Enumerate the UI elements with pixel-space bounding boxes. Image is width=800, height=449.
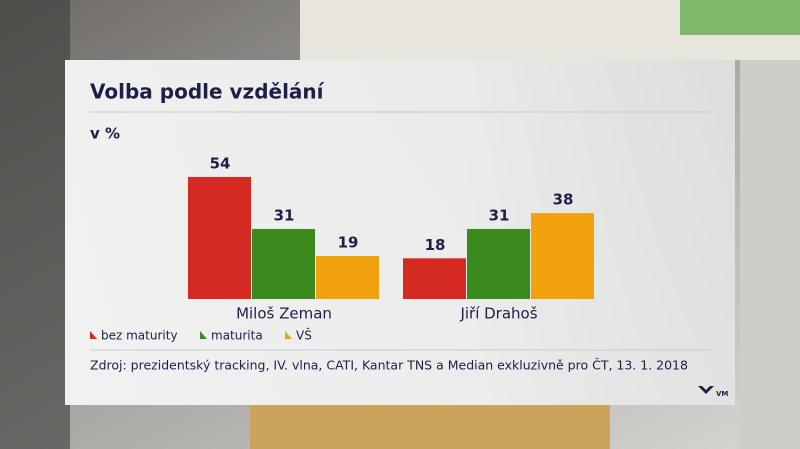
bar: [403, 258, 466, 299]
data-label: 54: [210, 154, 231, 172]
background-paper: [740, 60, 800, 449]
logo-text: VM: [716, 390, 728, 398]
chart-subtitle: v %: [90, 125, 120, 143]
legend-swatch: [200, 331, 207, 339]
chart-panel: [65, 60, 735, 405]
bar: [252, 228, 315, 299]
source-note: Zdroj: prezidentský tracking, IV. vlna, …: [90, 358, 688, 373]
x-tick-label: Miloš Zeman: [236, 305, 332, 323]
bar: [188, 176, 251, 299]
data-label: 18: [425, 236, 446, 254]
x-tick-label: Jiří Drahoš: [459, 305, 537, 323]
background-envelope: [250, 405, 610, 449]
background-object: [680, 0, 800, 35]
bar: [467, 228, 530, 299]
chart-title: Volba podle vzdělání: [90, 80, 325, 104]
bar: [316, 256, 379, 299]
data-label: 38: [553, 191, 574, 209]
legend-label: bez maturity: [101, 329, 178, 343]
data-label: 19: [338, 234, 359, 252]
background-shadow: [0, 0, 70, 449]
legend-swatch: [285, 331, 292, 339]
legend-swatch: [90, 331, 97, 339]
logo: VM: [698, 386, 728, 398]
legend-label: VŠ: [296, 328, 312, 343]
legend-label: maturita: [211, 329, 263, 343]
logo-mark: [698, 386, 714, 394]
bar: [531, 213, 594, 299]
data-label: 31: [489, 206, 510, 224]
data-label: 31: [274, 206, 295, 224]
